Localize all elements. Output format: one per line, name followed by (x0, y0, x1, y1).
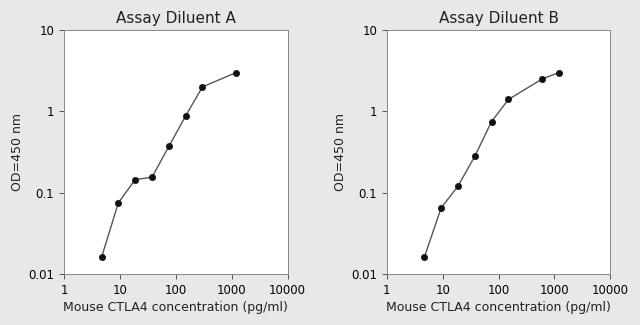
Title: Assay Diluent B: Assay Diluent B (438, 11, 559, 26)
Y-axis label: OD=450 nm: OD=450 nm (334, 113, 347, 191)
Y-axis label: OD=450 nm: OD=450 nm (11, 113, 24, 191)
Title: Assay Diluent A: Assay Diluent A (116, 11, 236, 26)
X-axis label: Mouse CTLA4 concentration (pg/ml): Mouse CTLA4 concentration (pg/ml) (386, 301, 611, 314)
X-axis label: Mouse CTLA4 concentration (pg/ml): Mouse CTLA4 concentration (pg/ml) (63, 301, 288, 314)
